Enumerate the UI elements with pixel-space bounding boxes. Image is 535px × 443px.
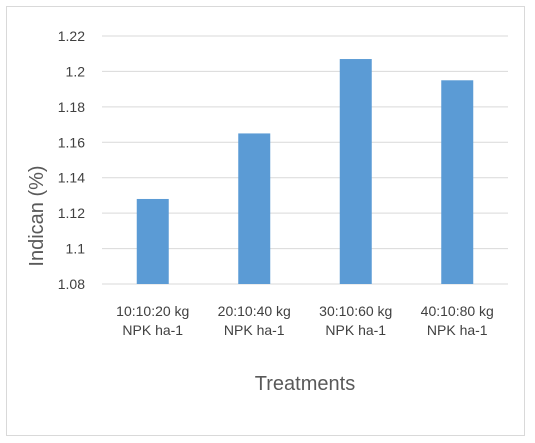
bar [339, 59, 372, 285]
bar [136, 198, 169, 284]
y-tick-label: 1.12 [58, 205, 85, 221]
y-tick-label: 1.22 [58, 28, 85, 44]
gridlines [102, 35, 508, 285]
y-tick-label: 1.14 [58, 170, 85, 186]
y-tick-label: 1.16 [58, 134, 85, 150]
y-tick-labels: 1.08 1.1 1.12 1.14 1.16 1.18 1.2 1.22 [58, 28, 85, 292]
x-category-label: 20:10:40 kg NPK ha-1 [218, 303, 291, 338]
y-tick-label: 1.18 [58, 99, 85, 115]
x-category-labels: 10:10:20 kg NPK ha-1 20:10:40 kg NPK ha-1 30… [116, 303, 494, 338]
x-category-label: 10:10:20 kg NPK ha-1 [116, 303, 189, 338]
bar [238, 133, 271, 284]
bars [136, 59, 474, 285]
x-axis-title: Treatments [255, 373, 355, 395]
y-axis-title: Indican (%) [26, 165, 48, 266]
y-tick-label: 1.1 [66, 241, 86, 257]
x-category-label: 40:10:80 kg NPK ha-1 [421, 303, 494, 338]
bar [441, 80, 474, 285]
y-tick-label: 1.08 [58, 276, 85, 292]
x-category-label: 30:10:60 kg NPK ha-1 [319, 303, 392, 338]
y-tick-label: 1.2 [66, 63, 86, 79]
